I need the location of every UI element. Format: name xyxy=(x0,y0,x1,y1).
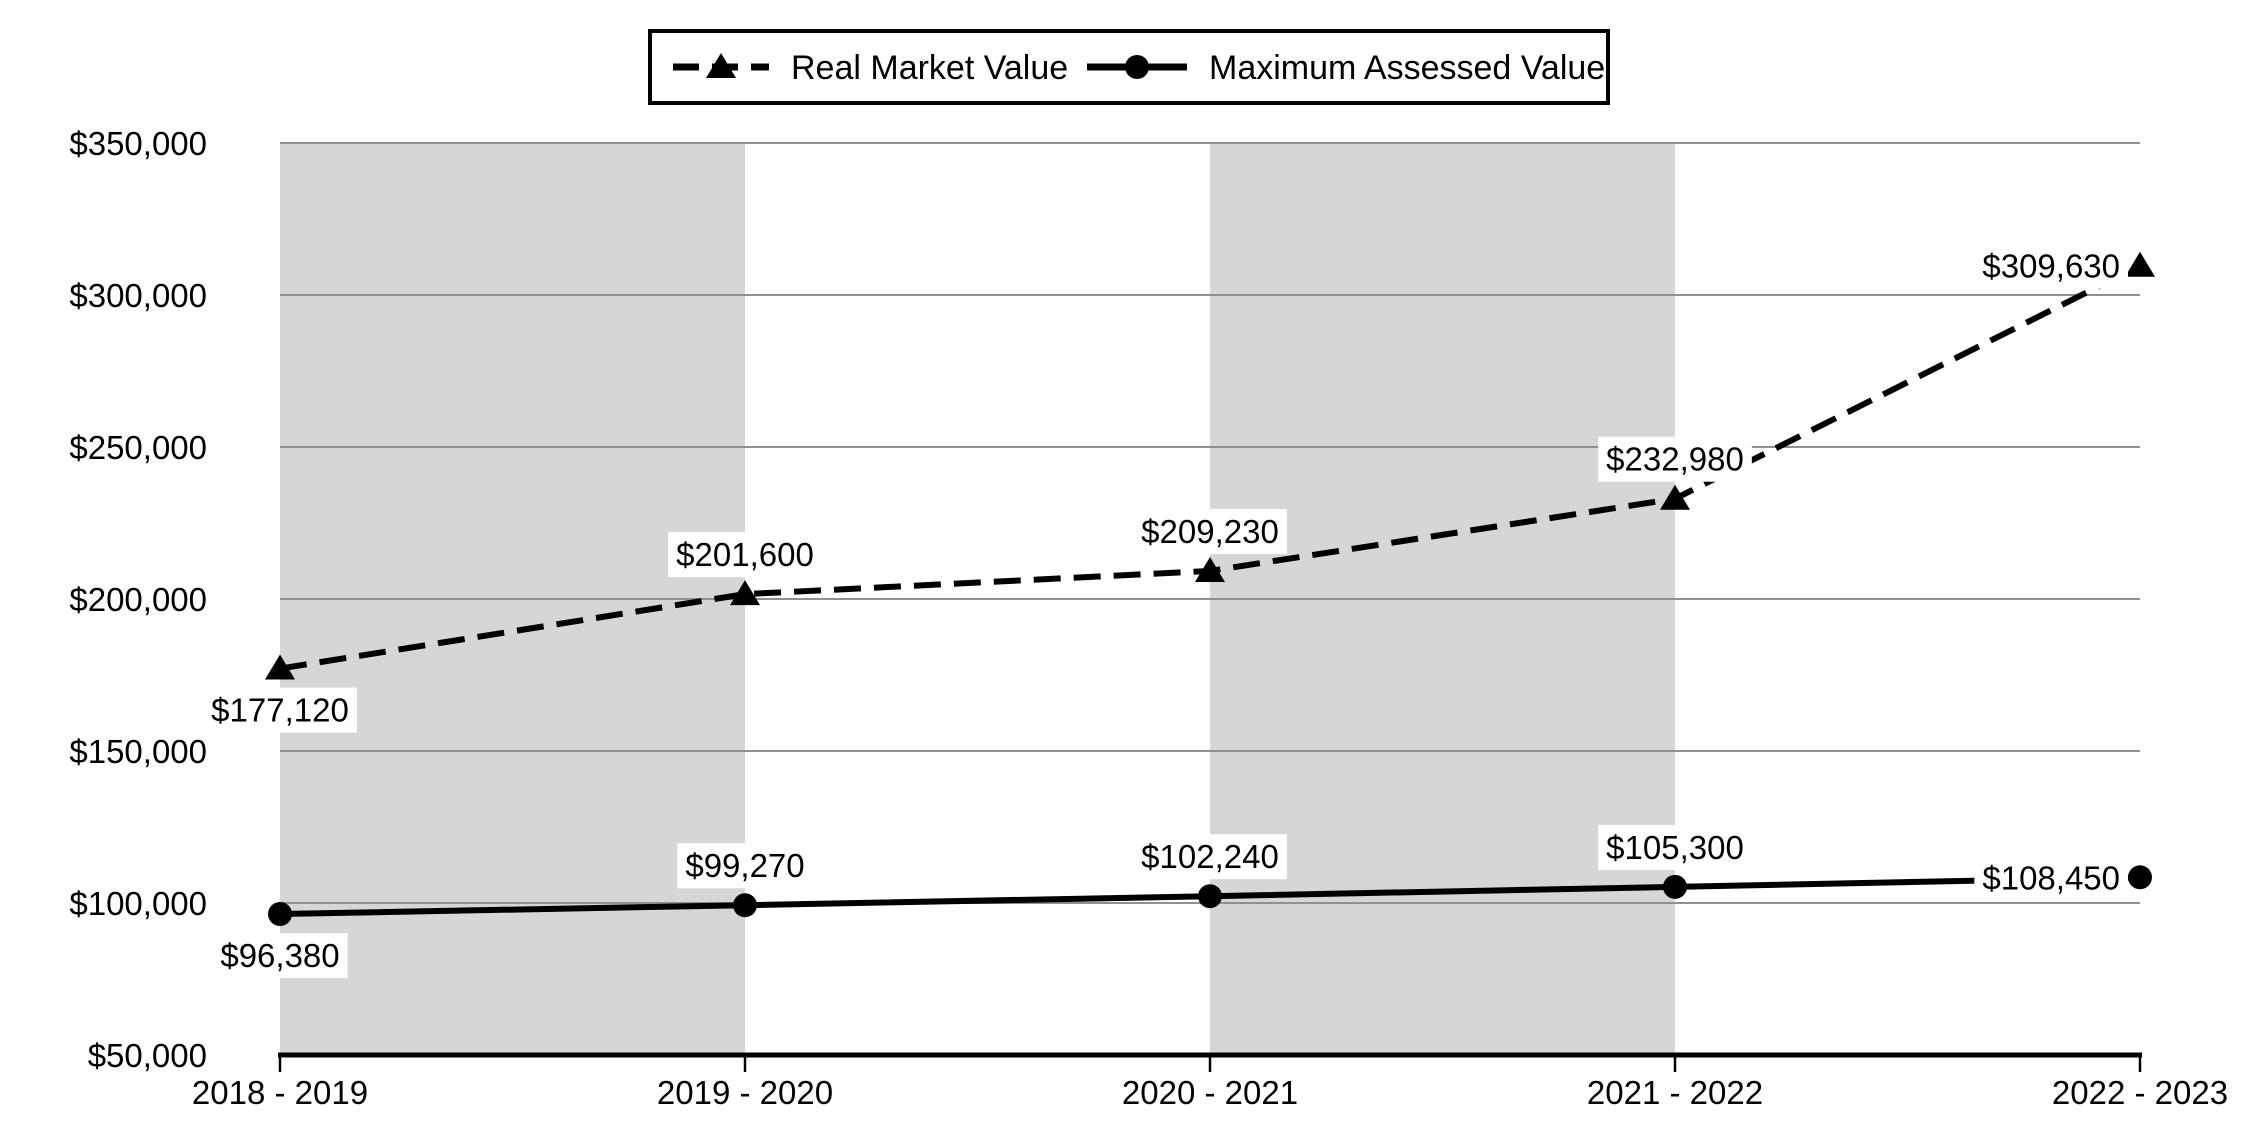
data-label-text: $209,230 xyxy=(1141,513,1279,550)
data-label-text: $108,450 xyxy=(1982,859,2120,896)
x-axis-category-label: 2021 - 2022 xyxy=(1587,1074,1763,1111)
data-label-background xyxy=(212,933,348,979)
y-axis-tick-label: $350,000 xyxy=(69,125,207,162)
data-label-background xyxy=(1974,243,2128,289)
data-label: $232,980 xyxy=(1598,436,1752,482)
data-label-text: $96,380 xyxy=(220,937,339,974)
data-label: $105,300 xyxy=(1598,824,1752,870)
marker-triangle xyxy=(1195,556,1225,582)
data-label-background xyxy=(1598,436,1752,482)
x-axis-category-label: 2019 - 2020 xyxy=(657,1074,833,1111)
data-label-text: $99,270 xyxy=(685,847,804,884)
marker-circle xyxy=(1198,884,1222,909)
marker-triangle xyxy=(730,580,760,606)
marker-triangle xyxy=(1660,484,1690,510)
x-axis-category-label: 2020 - 2021 xyxy=(1122,1074,1298,1111)
data-label: $102,240 xyxy=(1133,834,1287,880)
data-label-text: $201,600 xyxy=(676,536,814,573)
y-axis-tick-label: $200,000 xyxy=(69,581,207,618)
data-label-background xyxy=(677,843,813,889)
data-label-background xyxy=(668,532,822,578)
y-axis-tick-label: $250,000 xyxy=(69,429,207,466)
y-axis-tick-label: $100,000 xyxy=(69,885,207,922)
data-label: $99,270 xyxy=(677,843,813,889)
legend-label: Real Market Value xyxy=(791,49,1068,87)
data-label-text: $105,300 xyxy=(1606,829,1744,866)
data-label: $108,450 xyxy=(1974,855,2128,901)
data-label-background xyxy=(1974,855,2128,901)
marker-circle xyxy=(268,902,292,927)
data-label-background xyxy=(1133,834,1287,880)
data-label-text: $309,630 xyxy=(1982,248,2120,285)
marker-circle xyxy=(2128,865,2152,890)
marker-circle xyxy=(733,893,757,918)
y-axis-tick-label: $50,000 xyxy=(88,1037,207,1074)
x-axis-category-label: 2018 - 2019 xyxy=(192,1074,368,1111)
data-label: $96,380 xyxy=(212,933,348,979)
data-label: $209,230 xyxy=(1133,508,1287,554)
legend-label: Maximum Assessed Value xyxy=(1209,49,1605,87)
data-label: $201,600 xyxy=(668,532,822,578)
data-label-text: $177,120 xyxy=(211,692,349,729)
marker-circle xyxy=(1663,874,1687,899)
data-label: $177,120 xyxy=(203,687,357,733)
data-label-background xyxy=(1598,824,1752,870)
data-label-text: $102,240 xyxy=(1141,838,1279,875)
data-label-background xyxy=(203,687,357,733)
data-label-text: $232,980 xyxy=(1606,441,1744,478)
data-label: $309,630 xyxy=(1974,243,2128,289)
marker-triangle xyxy=(265,654,295,680)
data-label-background xyxy=(1133,508,1287,554)
y-axis-tick-label: $150,000 xyxy=(69,733,207,770)
marker-triangle xyxy=(2125,251,2155,277)
y-axis-tick-label: $300,000 xyxy=(69,277,207,314)
legend-marker-circle xyxy=(1125,55,1149,79)
x-axis-category-label: 2022 - 2023 xyxy=(2052,1074,2228,1111)
legend-marker-triangle xyxy=(706,53,736,78)
